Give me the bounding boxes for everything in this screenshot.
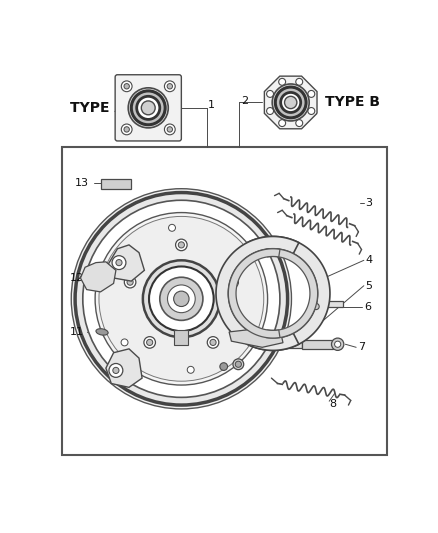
Text: TYPE B: TYPE B xyxy=(325,95,380,109)
Circle shape xyxy=(167,285,195,313)
Circle shape xyxy=(335,341,341,348)
Circle shape xyxy=(296,78,303,85)
Circle shape xyxy=(71,189,291,409)
Text: 11: 11 xyxy=(70,327,84,337)
Circle shape xyxy=(230,279,236,285)
Circle shape xyxy=(173,291,189,306)
Bar xyxy=(174,329,188,345)
Circle shape xyxy=(127,279,133,285)
Circle shape xyxy=(164,124,175,135)
Bar xyxy=(283,341,302,348)
Circle shape xyxy=(131,91,165,125)
Bar xyxy=(100,180,131,189)
Circle shape xyxy=(83,200,280,398)
Circle shape xyxy=(137,96,160,119)
Circle shape xyxy=(149,266,214,331)
Text: 8: 8 xyxy=(329,399,336,409)
Circle shape xyxy=(143,260,220,337)
Circle shape xyxy=(99,216,264,381)
Circle shape xyxy=(160,277,203,320)
Bar xyxy=(302,340,333,349)
Circle shape xyxy=(124,127,129,132)
Circle shape xyxy=(124,84,129,89)
Circle shape xyxy=(116,260,122,265)
Circle shape xyxy=(112,268,119,275)
Polygon shape xyxy=(108,245,145,281)
Circle shape xyxy=(112,256,126,270)
Circle shape xyxy=(276,87,306,118)
FancyBboxPatch shape xyxy=(115,75,181,141)
Circle shape xyxy=(220,363,228,370)
Polygon shape xyxy=(229,329,283,348)
Circle shape xyxy=(124,277,136,288)
Polygon shape xyxy=(106,349,142,387)
Circle shape xyxy=(235,252,242,259)
Circle shape xyxy=(95,213,268,385)
Polygon shape xyxy=(81,262,116,292)
Polygon shape xyxy=(247,237,330,350)
Text: 6: 6 xyxy=(364,302,371,311)
Circle shape xyxy=(128,88,168,128)
Text: 2: 2 xyxy=(241,96,248,106)
Text: 7: 7 xyxy=(358,342,365,352)
Circle shape xyxy=(244,323,251,330)
Circle shape xyxy=(144,337,155,348)
Text: 5: 5 xyxy=(365,281,372,290)
Circle shape xyxy=(308,91,315,98)
Text: 4: 4 xyxy=(365,255,372,265)
Circle shape xyxy=(267,108,273,115)
Circle shape xyxy=(279,119,286,126)
Circle shape xyxy=(227,277,238,288)
Bar xyxy=(62,147,387,455)
Ellipse shape xyxy=(96,329,108,335)
Circle shape xyxy=(121,81,132,92)
Text: 3: 3 xyxy=(365,198,372,207)
Circle shape xyxy=(267,91,273,98)
Circle shape xyxy=(167,127,173,132)
Circle shape xyxy=(75,192,288,405)
Circle shape xyxy=(169,224,176,231)
Circle shape xyxy=(279,78,286,85)
Bar xyxy=(316,304,324,310)
Bar xyxy=(321,301,343,306)
Circle shape xyxy=(285,96,297,109)
Circle shape xyxy=(207,337,219,348)
Circle shape xyxy=(210,340,216,345)
Circle shape xyxy=(281,92,301,112)
Text: 12: 12 xyxy=(70,273,84,283)
Polygon shape xyxy=(216,237,299,350)
Polygon shape xyxy=(265,76,317,129)
Circle shape xyxy=(147,340,153,345)
Circle shape xyxy=(187,366,194,373)
Circle shape xyxy=(233,359,244,370)
Circle shape xyxy=(272,84,309,121)
Circle shape xyxy=(235,361,241,367)
Circle shape xyxy=(109,364,123,377)
Text: 1: 1 xyxy=(208,100,215,110)
Circle shape xyxy=(178,242,184,248)
Circle shape xyxy=(296,119,303,126)
Text: 10: 10 xyxy=(194,373,206,383)
Circle shape xyxy=(121,124,132,135)
Polygon shape xyxy=(228,249,280,338)
Circle shape xyxy=(176,239,187,251)
Circle shape xyxy=(167,84,173,89)
Circle shape xyxy=(141,101,155,115)
Circle shape xyxy=(164,81,175,92)
Text: 13: 13 xyxy=(75,179,89,188)
Polygon shape xyxy=(266,249,318,338)
Circle shape xyxy=(332,338,344,350)
Circle shape xyxy=(308,108,315,115)
Circle shape xyxy=(121,339,128,346)
Circle shape xyxy=(313,303,319,310)
Text: TYPE A: TYPE A xyxy=(70,101,125,115)
Circle shape xyxy=(113,367,119,374)
Text: 9: 9 xyxy=(245,361,252,372)
